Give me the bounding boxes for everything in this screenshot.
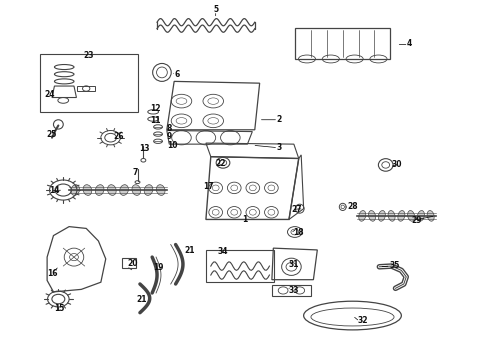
Text: 10: 10: [167, 141, 177, 150]
Text: 2: 2: [277, 114, 282, 123]
Bar: [272, 285, 311, 296]
Ellipse shape: [388, 211, 395, 221]
Text: 17: 17: [203, 182, 214, 191]
Ellipse shape: [378, 211, 385, 221]
Text: 6: 6: [174, 70, 179, 79]
Text: 32: 32: [357, 316, 368, 325]
Ellipse shape: [107, 185, 116, 195]
Text: 23: 23: [83, 51, 94, 60]
Ellipse shape: [144, 185, 153, 195]
Text: 19: 19: [153, 263, 164, 272]
Bar: [40, 54, 138, 112]
Ellipse shape: [417, 211, 424, 221]
Text: 27: 27: [292, 205, 302, 214]
Text: 4: 4: [406, 39, 412, 48]
Text: 1: 1: [243, 215, 247, 224]
Text: 20: 20: [128, 259, 138, 268]
Text: 9: 9: [167, 132, 172, 141]
Ellipse shape: [368, 211, 375, 221]
Text: 15: 15: [54, 304, 65, 313]
Text: 13: 13: [139, 144, 149, 153]
Text: 33: 33: [289, 285, 299, 294]
Text: 5: 5: [213, 5, 218, 14]
Ellipse shape: [71, 185, 79, 195]
Text: 12: 12: [150, 104, 160, 113]
Ellipse shape: [120, 185, 128, 195]
Ellipse shape: [408, 211, 415, 221]
Text: 30: 30: [392, 161, 402, 170]
Text: 31: 31: [289, 260, 299, 269]
Text: 26: 26: [113, 132, 123, 141]
Ellipse shape: [132, 185, 141, 195]
Text: 28: 28: [347, 202, 358, 211]
Text: 29: 29: [411, 216, 421, 225]
Text: 8: 8: [167, 123, 172, 132]
Ellipse shape: [359, 211, 366, 221]
Ellipse shape: [95, 185, 104, 195]
Text: 34: 34: [218, 247, 228, 256]
Bar: [206, 250, 274, 282]
Text: 35: 35: [389, 261, 399, 270]
Text: 18: 18: [293, 228, 303, 237]
Text: 21: 21: [184, 246, 195, 255]
Bar: [122, 258, 136, 268]
Text: 14: 14: [49, 186, 60, 195]
Ellipse shape: [83, 185, 92, 195]
Text: 16: 16: [47, 269, 58, 278]
Text: 3: 3: [277, 143, 282, 152]
Text: 25: 25: [46, 130, 56, 139]
Bar: [295, 28, 391, 59]
Text: 11: 11: [150, 116, 160, 125]
Text: 24: 24: [45, 90, 55, 99]
Bar: [77, 86, 96, 91]
Ellipse shape: [156, 185, 165, 195]
Ellipse shape: [427, 211, 434, 221]
Text: 22: 22: [216, 159, 226, 168]
Ellipse shape: [398, 211, 405, 221]
Text: 21: 21: [137, 295, 147, 304]
Text: 7: 7: [133, 168, 138, 177]
